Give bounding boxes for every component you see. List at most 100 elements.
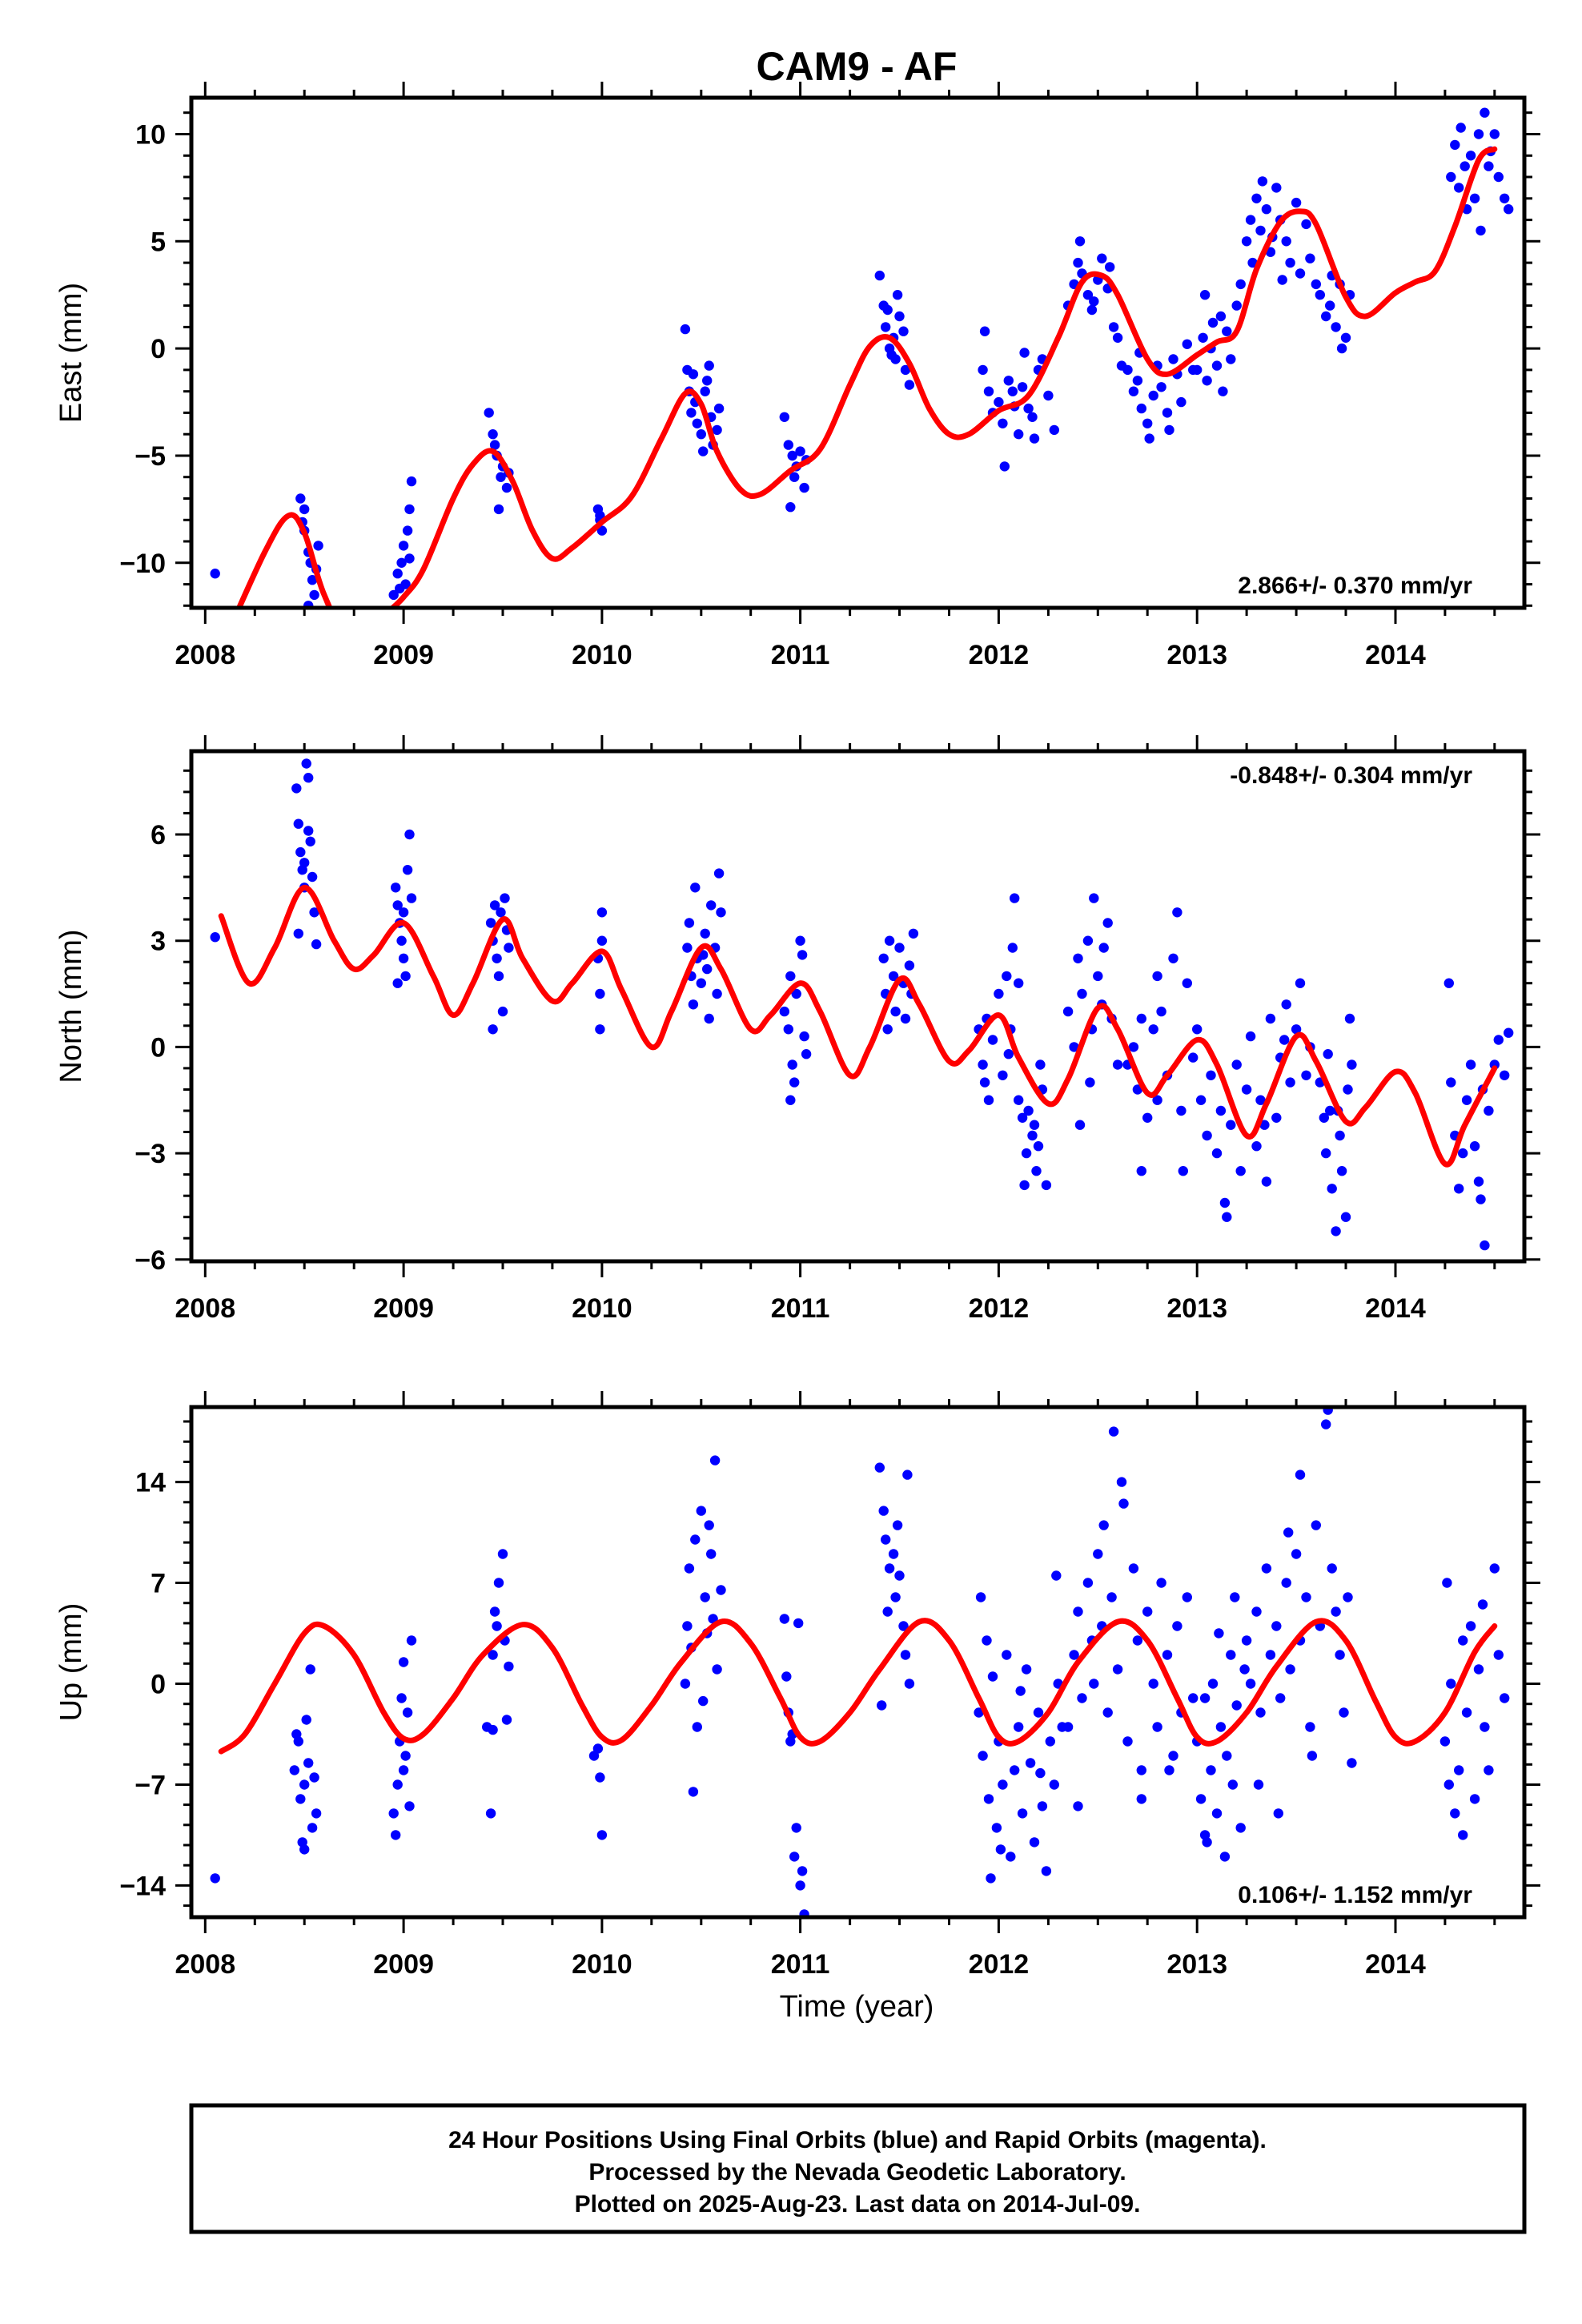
- east-point-141: [1255, 225, 1266, 236]
- north-x-tick-label-2010: 2010: [572, 1293, 632, 1324]
- up-point-175: [1305, 1722, 1315, 1732]
- east-point-179: [1476, 225, 1486, 236]
- east-x-tick-label-2012: 2012: [969, 640, 1030, 670]
- up-x-tick-label-2011: 2011: [771, 1949, 830, 1980]
- up-point-155: [1227, 1779, 1239, 1790]
- east-point-49: [698, 446, 709, 456]
- north-point-68: [797, 950, 808, 960]
- up-point-192: [1443, 1779, 1455, 1790]
- north-point-50: [706, 900, 717, 911]
- north-point-173: [1336, 1166, 1347, 1176]
- up-point-73: [890, 1592, 901, 1602]
- up-point-39: [595, 1772, 605, 1783]
- east-point-168: [1454, 183, 1464, 193]
- east-point-119: [1176, 396, 1186, 408]
- up-point-10: [309, 1772, 319, 1783]
- up-point-11: [311, 1808, 322, 1819]
- up-y-tick-label--7: −7: [135, 1771, 166, 1801]
- north-point-169: [1325, 1105, 1335, 1116]
- north-point-165: [1279, 1035, 1290, 1045]
- north-point-127: [1148, 1024, 1158, 1035]
- up-point-157: [1235, 1823, 1246, 1833]
- up-point-122: [1112, 1664, 1123, 1675]
- east-point-28: [493, 504, 504, 515]
- up-y-tick-label--14: −14: [119, 1871, 166, 1901]
- up-point-3: [295, 1794, 306, 1804]
- north-point-9: [307, 871, 318, 883]
- up-point-169: [1275, 1693, 1286, 1703]
- north-point-52: [712, 988, 722, 999]
- north-point-121: [1085, 1077, 1095, 1088]
- up-point-114: [1077, 1693, 1087, 1703]
- up-point-69: [878, 1506, 889, 1516]
- east-point-43: [702, 376, 713, 386]
- up-point-70: [881, 1534, 891, 1545]
- up-point-154: [1226, 1650, 1236, 1660]
- north-point-168: [1321, 1148, 1331, 1159]
- up-point-200: [1473, 1664, 1484, 1675]
- up-point-13: [291, 1729, 302, 1739]
- north-point-191: [1484, 1105, 1494, 1116]
- up-point-76: [900, 1650, 911, 1660]
- up-panel: 2008 2009 2010 2011 2012 2013 2014 14 7 0 −7 −14 Up …: [54, 1391, 1540, 1980]
- east-point-177: [1500, 193, 1510, 203]
- up-point-0: [210, 1873, 220, 1884]
- north-point-74: [894, 943, 905, 953]
- east-point-91: [1019, 348, 1030, 358]
- up-point-142: [1136, 1794, 1147, 1804]
- east-point-158: [1321, 311, 1331, 322]
- north-point-91: [1014, 978, 1024, 988]
- east-point-136: [1207, 317, 1219, 328]
- east-point-106: [1089, 296, 1099, 307]
- north-point-16: [392, 900, 403, 911]
- east-point-134: [1199, 290, 1211, 300]
- up-point-106: [995, 1844, 1006, 1855]
- up-point-110: [1051, 1570, 1062, 1581]
- east-point-148: [1291, 197, 1302, 208]
- up-point-97: [1029, 1837, 1040, 1848]
- east-point-100: [1097, 253, 1107, 263]
- north-point-62: [789, 1077, 800, 1088]
- up-point-44: [690, 1534, 701, 1545]
- east-model-curve: [235, 146, 1498, 608]
- north-point-149: [1241, 1084, 1252, 1095]
- north-point-186: [1465, 1059, 1476, 1070]
- north-point-41: [596, 935, 608, 946]
- up-point-130: [1152, 1722, 1162, 1732]
- north-point-142: [1206, 1070, 1216, 1081]
- north-point-116: [1102, 918, 1113, 928]
- east-point-154: [1247, 257, 1258, 268]
- east-point-18: [406, 476, 417, 487]
- east-point-133: [1231, 300, 1242, 311]
- up-point-94: [1017, 1808, 1028, 1819]
- north-point-170: [1327, 1184, 1337, 1194]
- east-point-27: [501, 482, 512, 493]
- east-point-6: [307, 575, 318, 585]
- north-point-24: [392, 978, 403, 988]
- north-point-151: [1251, 1141, 1262, 1152]
- up-y-tick-label-7: 7: [151, 1569, 166, 1599]
- up-point-141: [1073, 1801, 1083, 1811]
- north-point-69: [878, 953, 889, 964]
- east-point-107: [1105, 262, 1115, 272]
- up-x-tick-label-2014: 2014: [1365, 1949, 1426, 1980]
- east-point-138: [1241, 236, 1252, 247]
- up-point-82: [974, 1707, 984, 1718]
- north-point-77: [904, 960, 915, 971]
- up-point-99: [1037, 1801, 1048, 1811]
- north-point-84: [983, 1095, 994, 1105]
- north-point-107: [1062, 1006, 1074, 1017]
- up-y-axis-label: Up (mm): [54, 1603, 88, 1722]
- up-point-47: [700, 1592, 710, 1602]
- up-point-202: [1480, 1722, 1490, 1732]
- up-point-176: [1311, 1520, 1322, 1530]
- north-point-109: [1073, 953, 1083, 964]
- east-point-12: [388, 589, 399, 601]
- up-point-123: [1116, 1477, 1127, 1487]
- north-point-164: [1259, 1120, 1270, 1130]
- east-point-123: [1164, 424, 1174, 436]
- up-point-166: [1261, 1563, 1272, 1574]
- north-point-157: [1281, 999, 1291, 1010]
- east-point-152: [1311, 279, 1322, 290]
- up-point-171: [1285, 1664, 1295, 1675]
